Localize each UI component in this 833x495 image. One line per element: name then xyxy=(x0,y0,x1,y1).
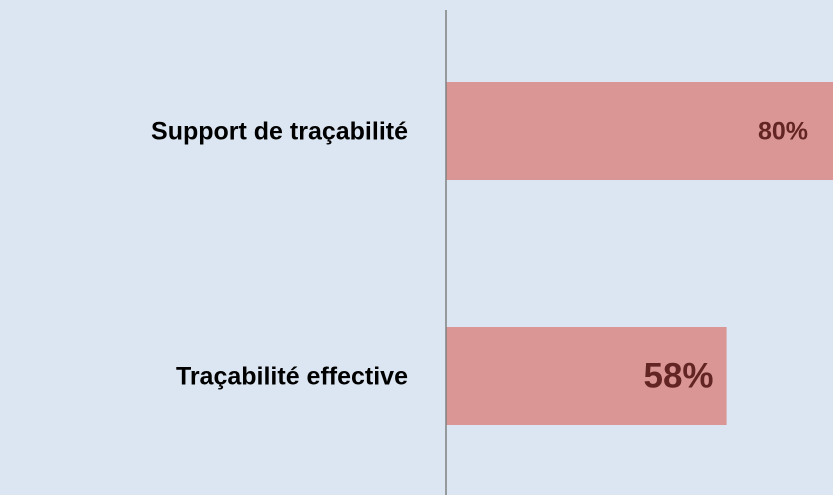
category-label: Support de traçabilité xyxy=(151,118,408,146)
category-label: Traçabilité effective xyxy=(176,363,408,391)
value-label: 80% xyxy=(758,118,808,146)
bar xyxy=(446,327,727,425)
value-label: 58% xyxy=(644,356,714,395)
bar xyxy=(446,82,833,180)
